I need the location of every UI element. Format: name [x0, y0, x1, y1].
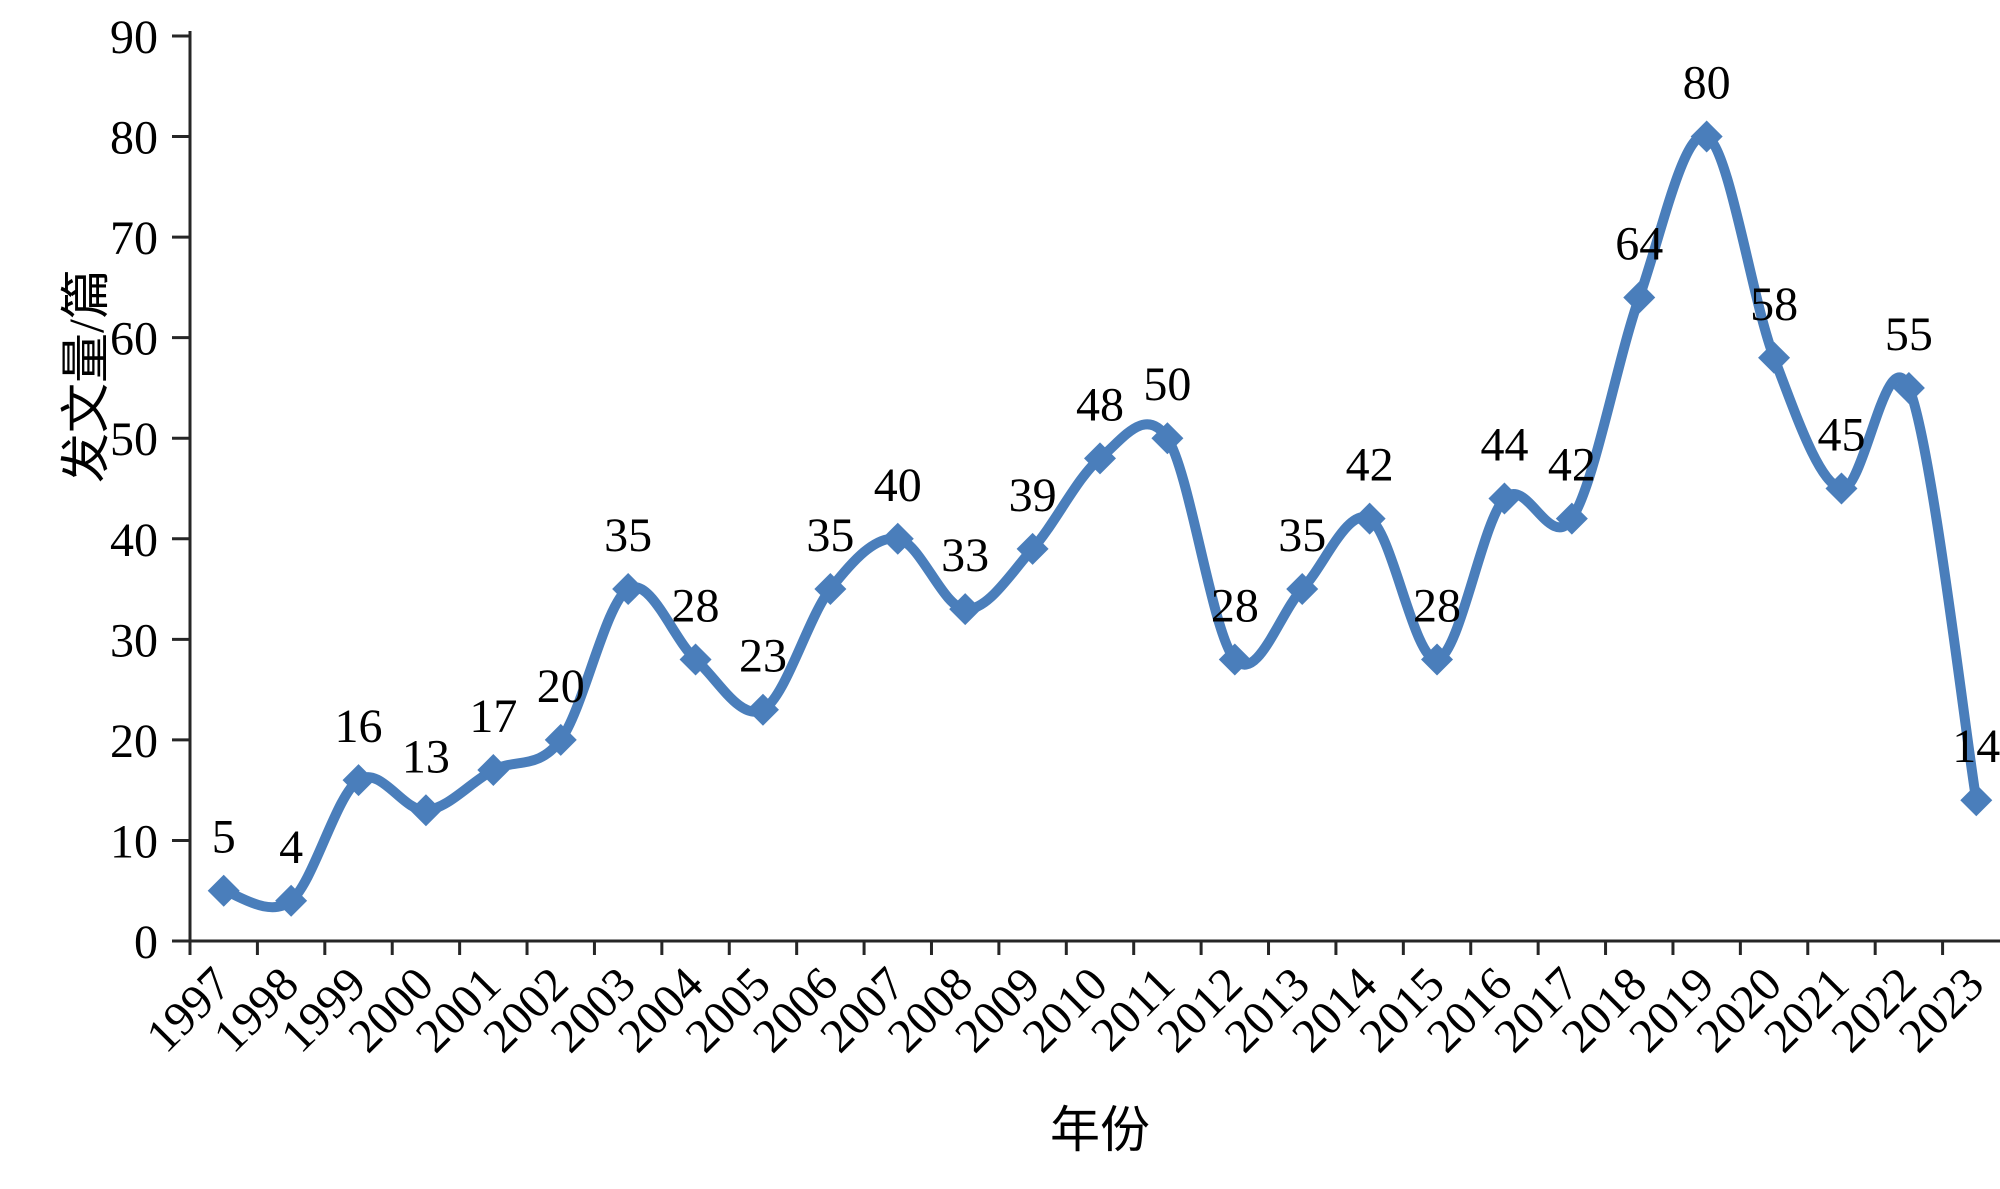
data-point-marker — [1353, 502, 1386, 535]
data-point-marker — [1758, 341, 1791, 374]
y-axis-tick-label: 90 — [110, 16, 158, 64]
data-point-label: 28 — [672, 579, 720, 632]
data-series-line — [218, 131, 1982, 913]
data-point-marker — [1084, 442, 1116, 475]
data-point-marker — [814, 573, 847, 606]
y-axis-tick-label: 80 — [110, 112, 158, 165]
data-point-marker — [1151, 422, 1184, 455]
y-axis-tick-label: 40 — [110, 514, 158, 567]
y-axis-title: 发文量/篇 — [58, 269, 114, 483]
data-point-marker — [207, 874, 240, 907]
data-point-marker — [612, 573, 645, 606]
data-point-label: 4 — [279, 821, 303, 874]
data-point-label: 5 — [212, 811, 236, 864]
data-point-marker — [1555, 502, 1588, 535]
data-point-marker — [342, 764, 375, 797]
x-axis-title: 年份 — [1050, 1102, 1150, 1158]
data-point-label: 20 — [537, 660, 585, 713]
y-axis-tick-label: 0 — [134, 916, 158, 969]
data-point-marker — [1286, 573, 1319, 606]
data-point-label: 58 — [1750, 278, 1798, 331]
data-point-label: 48 — [1076, 378, 1124, 431]
y-axis-tick-label: 50 — [110, 413, 158, 466]
data-point-label: 50 — [1143, 358, 1191, 411]
data-point-marker — [881, 522, 914, 555]
data-point-label: 42 — [1346, 439, 1394, 492]
y-axis-tick-label: 60 — [110, 313, 158, 366]
data-point-label: 14 — [1952, 720, 2000, 773]
data-point-marker — [1892, 371, 1925, 404]
data-point-marker — [477, 754, 510, 787]
data-point-label: 45 — [1817, 409, 1865, 462]
data-point-marker — [1960, 784, 1993, 817]
data-point-label: 13 — [402, 730, 450, 783]
data-point-marker — [1421, 643, 1454, 676]
data-point-label: 33 — [941, 529, 989, 582]
data-point-label: 40 — [874, 459, 922, 512]
data-point-marker — [746, 693, 779, 726]
data-point-marker — [409, 794, 442, 827]
data-point-marker — [1825, 472, 1858, 505]
data-point-label: 28 — [1211, 579, 1259, 632]
data-point-label: 80 — [1683, 57, 1731, 110]
data-point-label: 64 — [1615, 217, 1663, 270]
data-point-marker — [275, 884, 308, 917]
data-point-marker — [1690, 120, 1723, 153]
data-point-label: 42 — [1548, 439, 1596, 492]
data-point-label: 35 — [806, 509, 854, 562]
y-axis-tick-label: 20 — [110, 715, 158, 768]
data-point-marker — [949, 593, 982, 626]
data-point-marker — [679, 643, 712, 676]
data-point-marker — [544, 723, 577, 756]
y-axis-tick-label: 10 — [110, 815, 158, 868]
data-point-marker — [1623, 281, 1656, 314]
data-point-label: 17 — [469, 690, 517, 743]
data-point-marker — [1488, 482, 1521, 515]
data-point-label: 35 — [1278, 509, 1326, 562]
data-point-label: 35 — [604, 509, 652, 562]
y-axis-tick-label: 30 — [110, 614, 158, 667]
publications-per-year-line-chart: 0 10 20 30 40 50 60 70 80 90 1997 1998 1999 2000 2001 2… — [40, 16, 2000, 1173]
data-point-label: 44 — [1480, 419, 1528, 472]
data-point-label: 16 — [335, 700, 383, 753]
chart-canvas: 0102030405060708090199719981999200020012… — [110, 16, 2000, 1063]
data-point-label: 23 — [739, 630, 787, 683]
data-point-label: 55 — [1885, 308, 1933, 361]
data-point-marker — [1218, 643, 1251, 676]
data-point-label: 39 — [1009, 469, 1057, 522]
data-point-label: 28 — [1413, 579, 1461, 632]
y-axis-tick-label: 70 — [110, 212, 158, 265]
